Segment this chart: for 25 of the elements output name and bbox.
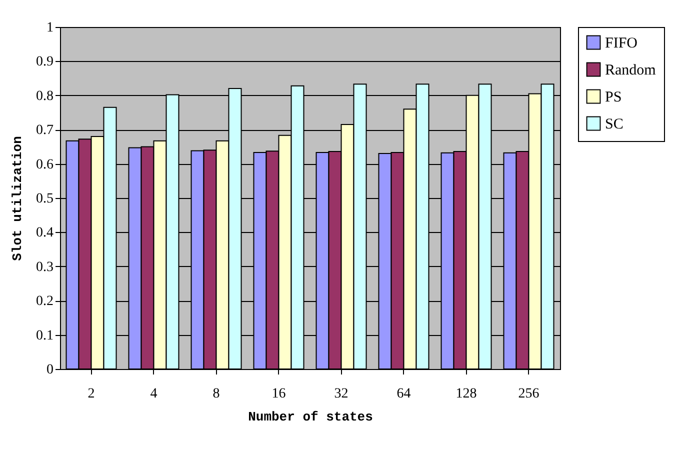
y-tick-label: 0.2 (36, 294, 54, 310)
x-tick-label: 64 (396, 386, 411, 402)
x-tick-label: 8 (212, 386, 220, 402)
y-tick-label: 0.4 (36, 226, 54, 241)
y-tick-label: 0.7 (36, 123, 54, 138)
x-axis-title: Number of states (248, 410, 374, 424)
y-tick-label: 1 (46, 20, 54, 36)
y-tick-label: 0.1 (36, 328, 54, 344)
legend-label: Random (605, 62, 656, 78)
y-tick-label: 0.6 (36, 157, 54, 172)
y-tick-label: 0 (46, 362, 54, 378)
y-tick-label: 0.5 (36, 192, 54, 206)
x-tick-label: 16 (272, 386, 286, 402)
x-tick-label: 128 (456, 386, 477, 402)
x-tick-label: 256 (518, 386, 540, 402)
x-tick-label: 4 (150, 386, 158, 402)
legend-label: SC (605, 116, 624, 132)
x-tick-label: 32 (334, 386, 348, 402)
y-tick-label: 0.3 (36, 260, 54, 275)
x-tick-label: 2 (88, 386, 95, 402)
y-tick-label: 0.9 (36, 54, 54, 70)
legend-label: PS (605, 90, 622, 106)
legend-label: FIFO (605, 36, 638, 52)
y-tick-label: 0.8 (36, 88, 54, 104)
y-axis-title: Slot utilization (10, 136, 25, 261)
